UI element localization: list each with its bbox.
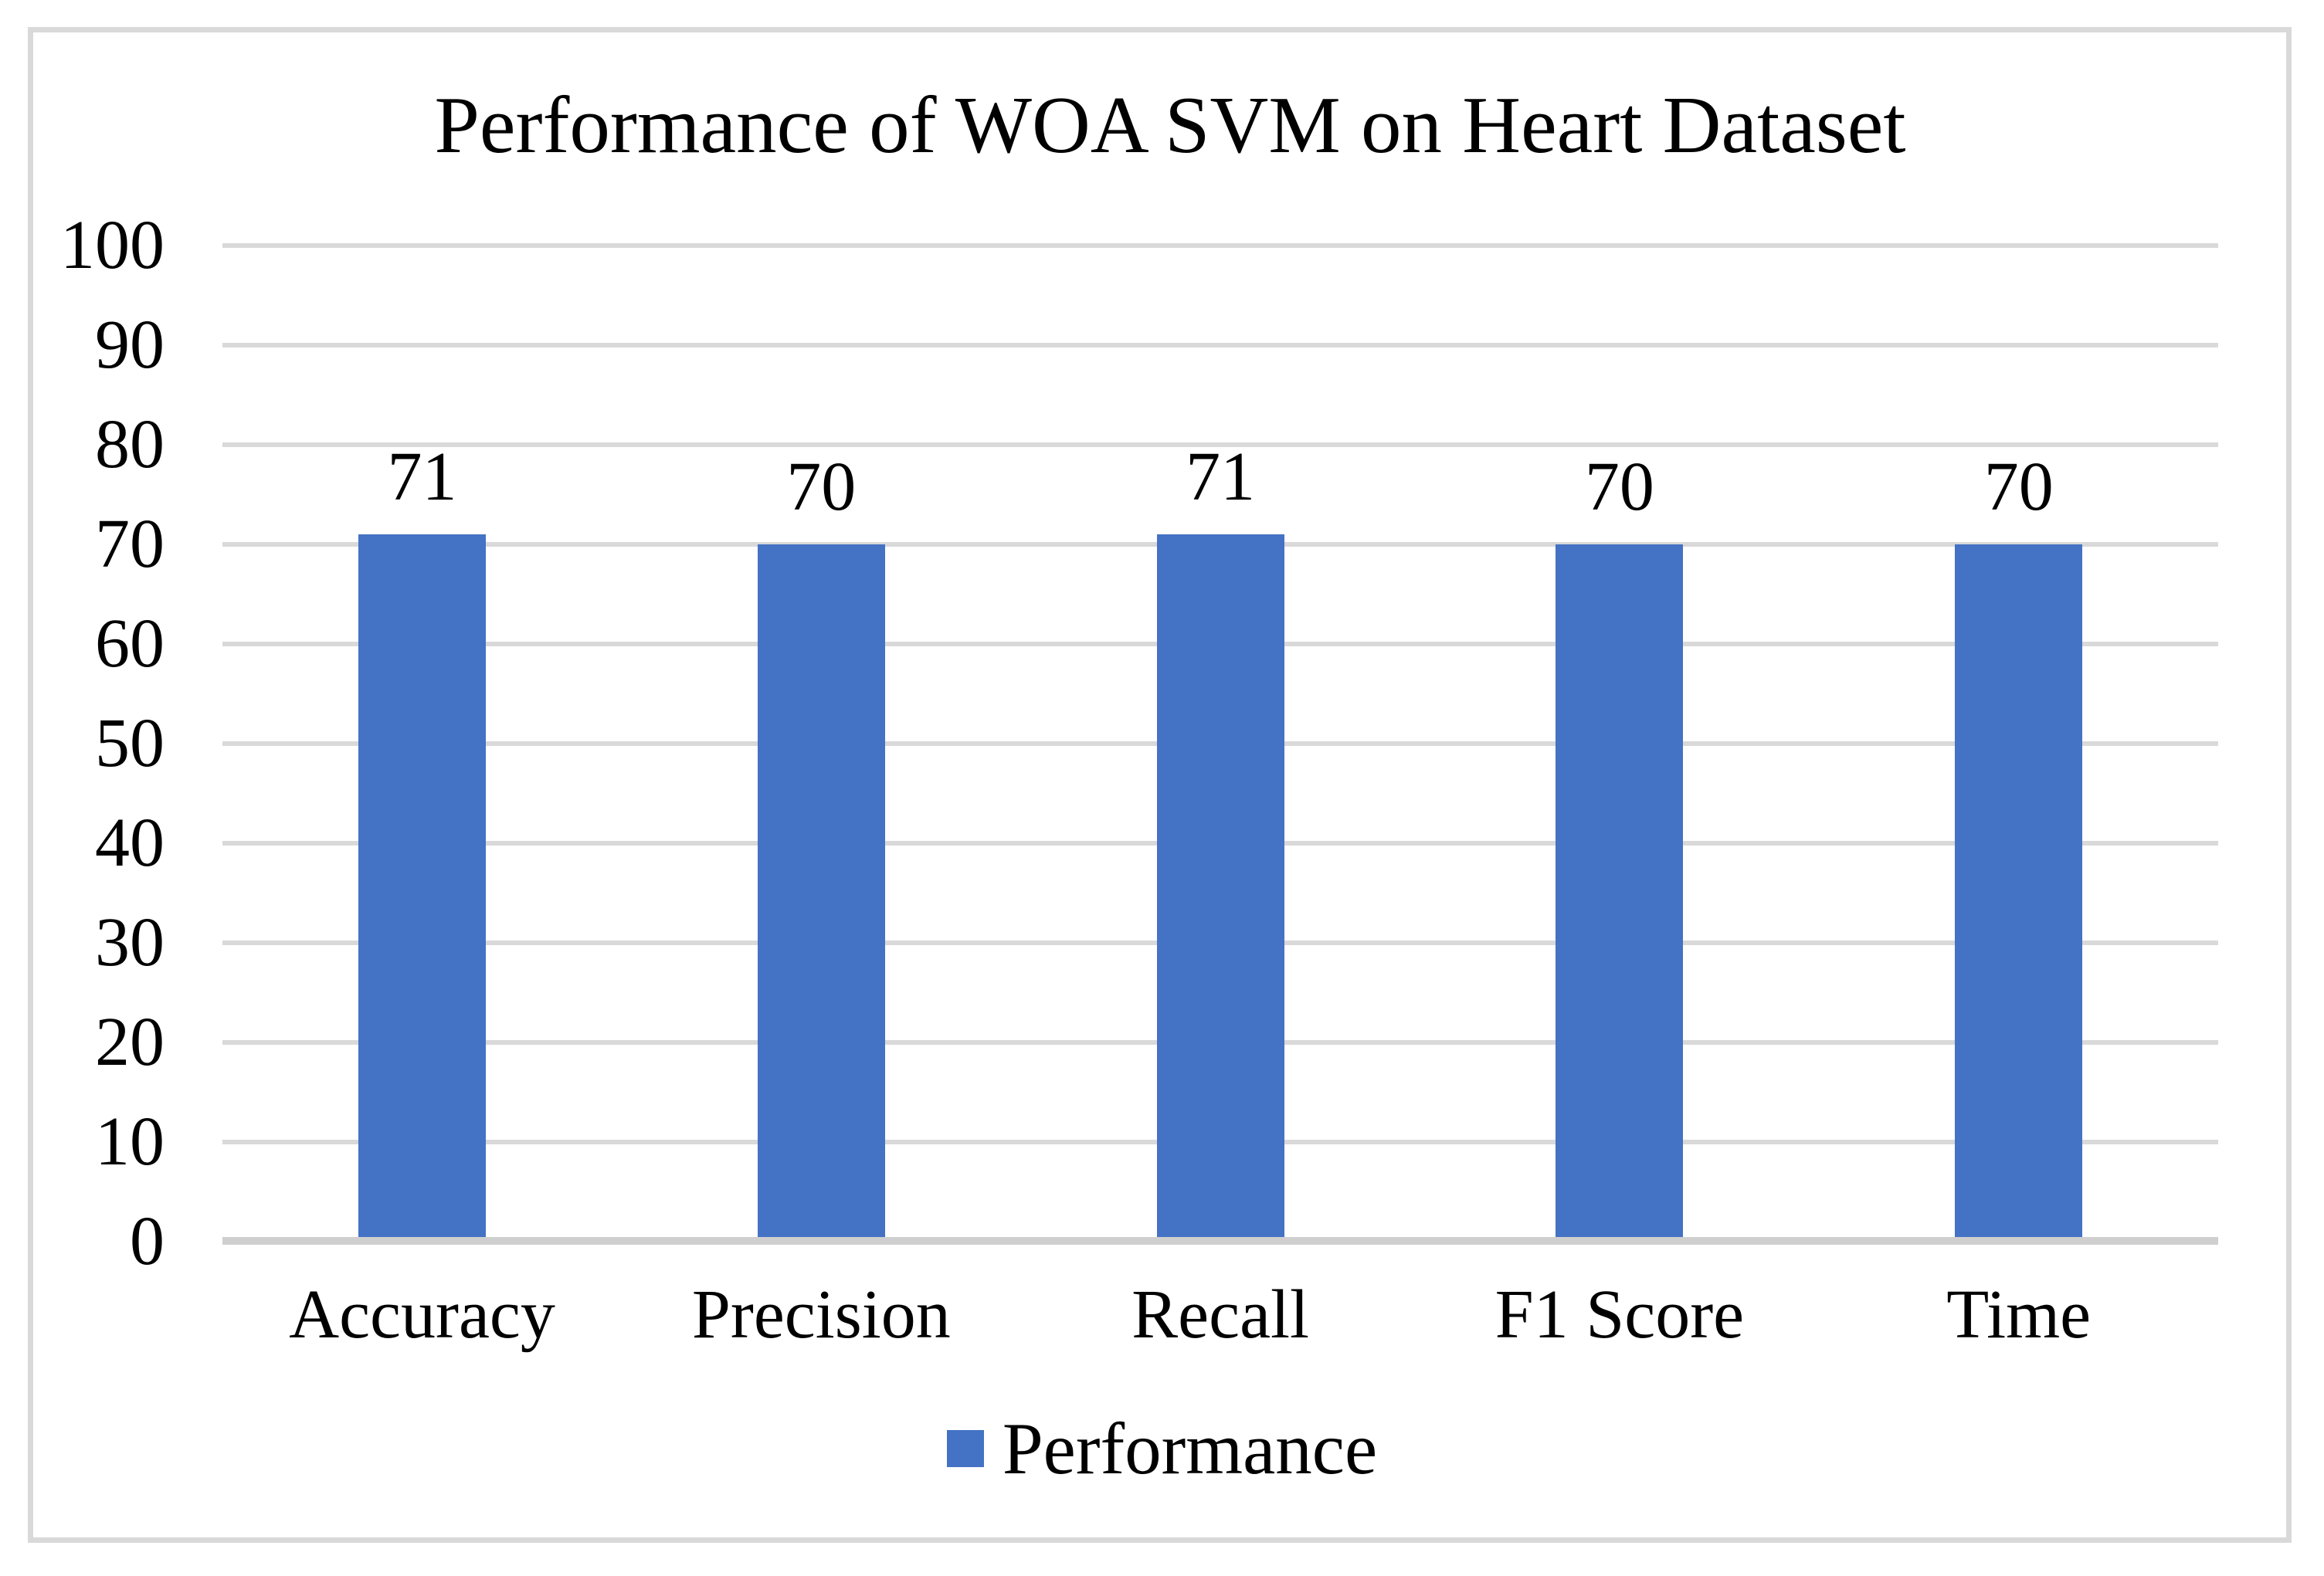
bar [1955, 544, 2083, 1242]
legend-swatch [946, 1430, 984, 1467]
bar-value-label: 70 [1584, 449, 1654, 525]
y-axis-tick-label: 60 [95, 605, 165, 682]
y-axis-tick-label: 100 [60, 207, 165, 283]
bar [1156, 534, 1284, 1242]
x-axis-category-label: F1 Score [1494, 1276, 1745, 1353]
y-axis-tick-label: 50 [95, 705, 165, 781]
y-axis-tick-label: 10 [95, 1103, 165, 1180]
x-axis-category-label: Time [1946, 1276, 2092, 1353]
bar-value-label: 71 [1186, 439, 1256, 516]
y-axis-tick-label: 0 [130, 1203, 165, 1279]
bar [757, 544, 885, 1242]
legend: Performance [0, 1410, 2324, 1487]
gridline [222, 343, 2218, 347]
x-axis-category-label: Recall [1131, 1276, 1310, 1353]
gridline [222, 442, 2218, 447]
y-axis-tick-label: 90 [95, 307, 165, 383]
y-axis-tick-label: 70 [95, 506, 165, 582]
bar-value-label: 71 [387, 439, 457, 516]
bar-value-label: 70 [1983, 449, 2054, 525]
y-axis-tick-label: 40 [95, 805, 165, 881]
y-axis-tick-label: 80 [95, 406, 165, 483]
bar-value-label: 70 [786, 449, 857, 525]
y-axis-tick-label: 20 [95, 1004, 165, 1080]
bar [358, 534, 486, 1242]
chart-title: Performance of WOA SVM on Heart Dataset [434, 80, 1906, 170]
bar [1556, 544, 1684, 1242]
x-axis-category-label: Accuracy [289, 1276, 555, 1353]
gridline [222, 243, 2218, 248]
x-axis-category-label: Precision [691, 1276, 951, 1353]
y-axis-tick-label: 30 [95, 904, 165, 981]
x-axis-line [222, 1237, 2218, 1245]
legend-label: Performance [1002, 1407, 1378, 1490]
